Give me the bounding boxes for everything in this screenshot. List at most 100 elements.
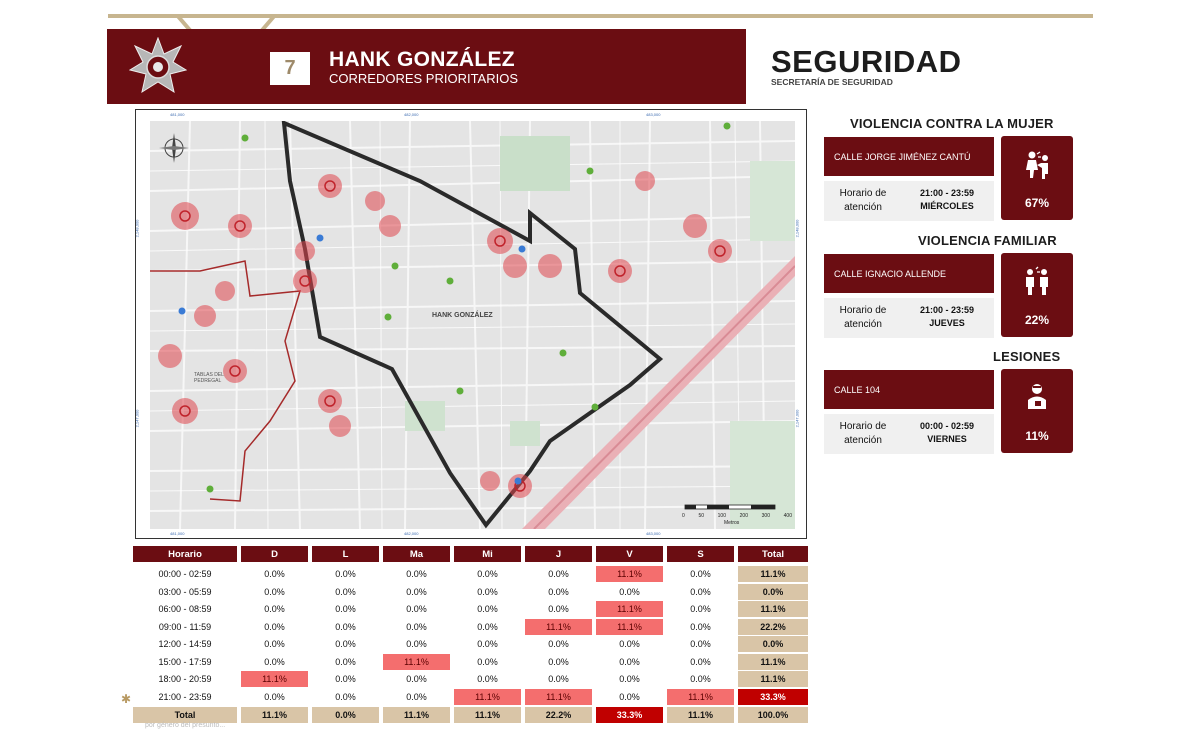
row-time-label: 21:00 - 23:59: [158, 692, 212, 702]
column-header: Mi: [454, 546, 521, 562]
hours-day: VIERNES: [927, 434, 967, 444]
table-cell: 0.0%: [335, 674, 356, 684]
table-cell: 0.0%: [477, 587, 498, 597]
row-time-label: 18:00 - 20:59: [158, 674, 212, 684]
map-coord-top-2: 482,000: [404, 112, 419, 117]
row-total-cell: 11.1%: [738, 654, 808, 670]
table-cell: 0.0%: [619, 587, 640, 597]
panel-stat-violence-women: 67%: [1001, 136, 1073, 220]
table-cell: 0.0%: [335, 604, 356, 614]
table-cell: 0.0%: [690, 622, 711, 632]
table-cell: 11.1%: [454, 689, 521, 705]
hours-day: MIÉRCOLES: [920, 201, 974, 211]
column-header: V: [596, 546, 663, 562]
map-coord-bottom-1: 481,000: [170, 531, 185, 536]
map-coord-left-2: 2,147,000: [134, 409, 140, 428]
grand-total-cell: 100.0%: [738, 707, 808, 723]
column-header: J: [525, 546, 592, 562]
hours-label: Horario de atención: [839, 188, 887, 213]
column-header: S: [667, 546, 734, 562]
panel-percent: 67%: [1024, 196, 1050, 210]
hours-label: Horario de atención: [839, 421, 887, 446]
row-total-cell: 11.1%: [738, 601, 808, 617]
column-header: L: [312, 546, 379, 562]
row-time-label: 03:00 - 05:59: [158, 587, 212, 597]
map-scale-bar: [684, 504, 776, 510]
row-time-label: 12:00 - 14:59: [158, 639, 212, 649]
table-cell: 0.0%: [406, 692, 427, 702]
compass-rose-icon: [159, 133, 189, 163]
hours-range: 21:00 - 23:59: [919, 305, 975, 315]
table-cell: 0.0%: [335, 639, 356, 649]
map-area-label: HANK GONZÁLEZ: [432, 312, 493, 319]
family-violence-icon: [1026, 266, 1048, 295]
panel-percent: 22%: [1024, 313, 1050, 327]
map-coord-right-2: 2,147,000: [794, 409, 800, 428]
table-cell: 0.0%: [619, 657, 640, 667]
police-star-badge-icon: [129, 37, 187, 94]
panel-percent: 11%: [1025, 429, 1049, 443]
table-cell: 0.0%: [619, 692, 640, 702]
table-cell: 0.0%: [335, 692, 356, 702]
row-total-cell: 0.0%: [738, 636, 808, 652]
panel-stat-injuries: 11%: [1001, 369, 1073, 453]
table-cell: 0.0%: [548, 587, 569, 597]
column-header: Horario: [133, 546, 237, 562]
table-row: 18:00 - 20:59 11.1% 0.0% 0.0% 0.0% 0.0% 0.0% 0.…: [133, 671, 808, 687]
table-cell: 0.0%: [690, 639, 711, 649]
hours-label: Horario de atención: [839, 305, 887, 330]
row-total-cell: 0.0%: [738, 584, 808, 600]
table-cell: 0.0%: [264, 657, 285, 667]
map-scale-ticks: 0 50 100 200 300 400: [682, 513, 792, 519]
panel-street-injuries: CALLE 104: [824, 370, 994, 409]
brand-logo: SEGURIDAD: [771, 44, 962, 79]
table-cell: 11.1%: [525, 689, 592, 705]
table-cell: 0.0%: [477, 622, 498, 632]
table-cell: 0.0%: [406, 639, 427, 649]
panel-title-violence-women: VIOLENCIA CONTRA LA MUJER: [850, 116, 1054, 131]
decorative-star-icon: ✱: [121, 692, 132, 706]
table-cell: 0.0%: [690, 569, 711, 579]
route-subtitle: CORREDORES PRIORITARIOS: [329, 71, 519, 86]
total-cell: 11.1%: [667, 707, 734, 723]
table-cell: 0.0%: [548, 674, 569, 684]
panel-street-family-violence: CALLE IGNACIO ALLENDE: [824, 254, 994, 293]
table-cell: 0.0%: [264, 639, 285, 649]
table-row: 03:00 - 05:59 0.0% 0.0% 0.0% 0.0% 0.0% 0.0% 0.0…: [133, 584, 808, 600]
total-cell: 11.1%: [454, 707, 521, 723]
table-cell: 11.1%: [667, 689, 734, 705]
table-cell: 0.0%: [619, 639, 640, 649]
table-cell: 0.0%: [406, 604, 427, 614]
table-cell: 0.0%: [477, 674, 498, 684]
panel-title-injuries: LESIONES: [993, 349, 1061, 364]
total-cell: 33.3%: [596, 707, 663, 723]
map-coord-bottom-2: 482,000: [404, 531, 419, 536]
table-cell: 0.0%: [619, 674, 640, 684]
table-cell: 0.0%: [406, 587, 427, 597]
table-cell: 0.0%: [335, 569, 356, 579]
table-cell: 0.0%: [406, 674, 427, 684]
table-row: 12:00 - 14:59 0.0% 0.0% 0.0% 0.0% 0.0% 0.0% 0.0…: [133, 636, 808, 652]
route-name: HANK GONZÁLEZ: [329, 48, 515, 71]
table-cell: 0.0%: [690, 657, 711, 667]
table-cell: 0.0%: [690, 674, 711, 684]
row-total-cell: 22.2%: [738, 619, 808, 635]
route-number: 7: [270, 52, 310, 85]
table-row: 09:00 - 11:59 0.0% 0.0% 0.0% 0.0% 11.1% 11.1% 0…: [133, 619, 808, 635]
row-total-cell: 11.1%: [738, 566, 808, 582]
row-total-cell: 11.1%: [738, 671, 808, 687]
table-cell: 0.0%: [690, 587, 711, 597]
total-row-label: Total: [133, 707, 237, 723]
table-cell: 0.0%: [548, 569, 569, 579]
table-cell: 0.0%: [264, 622, 285, 632]
panel-hours-violence-women: Horario de atención 21:00 - 23:59 MIÉRCO…: [824, 181, 994, 221]
crime-map: HANK GONZÁLEZ TABLAS DEL PEDREGAL 0 50 1…: [134, 109, 807, 539]
map-coord-bottom-3: 483,000: [646, 531, 661, 536]
table-cell: 0.0%: [264, 692, 285, 702]
hours-range: 00:00 - 02:59: [919, 421, 975, 431]
table-cell: 0.0%: [477, 604, 498, 614]
table-cell: 0.0%: [548, 604, 569, 614]
table-cell: 11.1%: [596, 619, 663, 635]
table-row: 15:00 - 17:59 0.0% 0.0% 11.1% 0.0% 0.0% 0.0% 0.…: [133, 654, 808, 670]
table-row: 06:00 - 08:59 0.0% 0.0% 0.0% 0.0% 0.0% 11.1% 0.…: [133, 601, 808, 617]
